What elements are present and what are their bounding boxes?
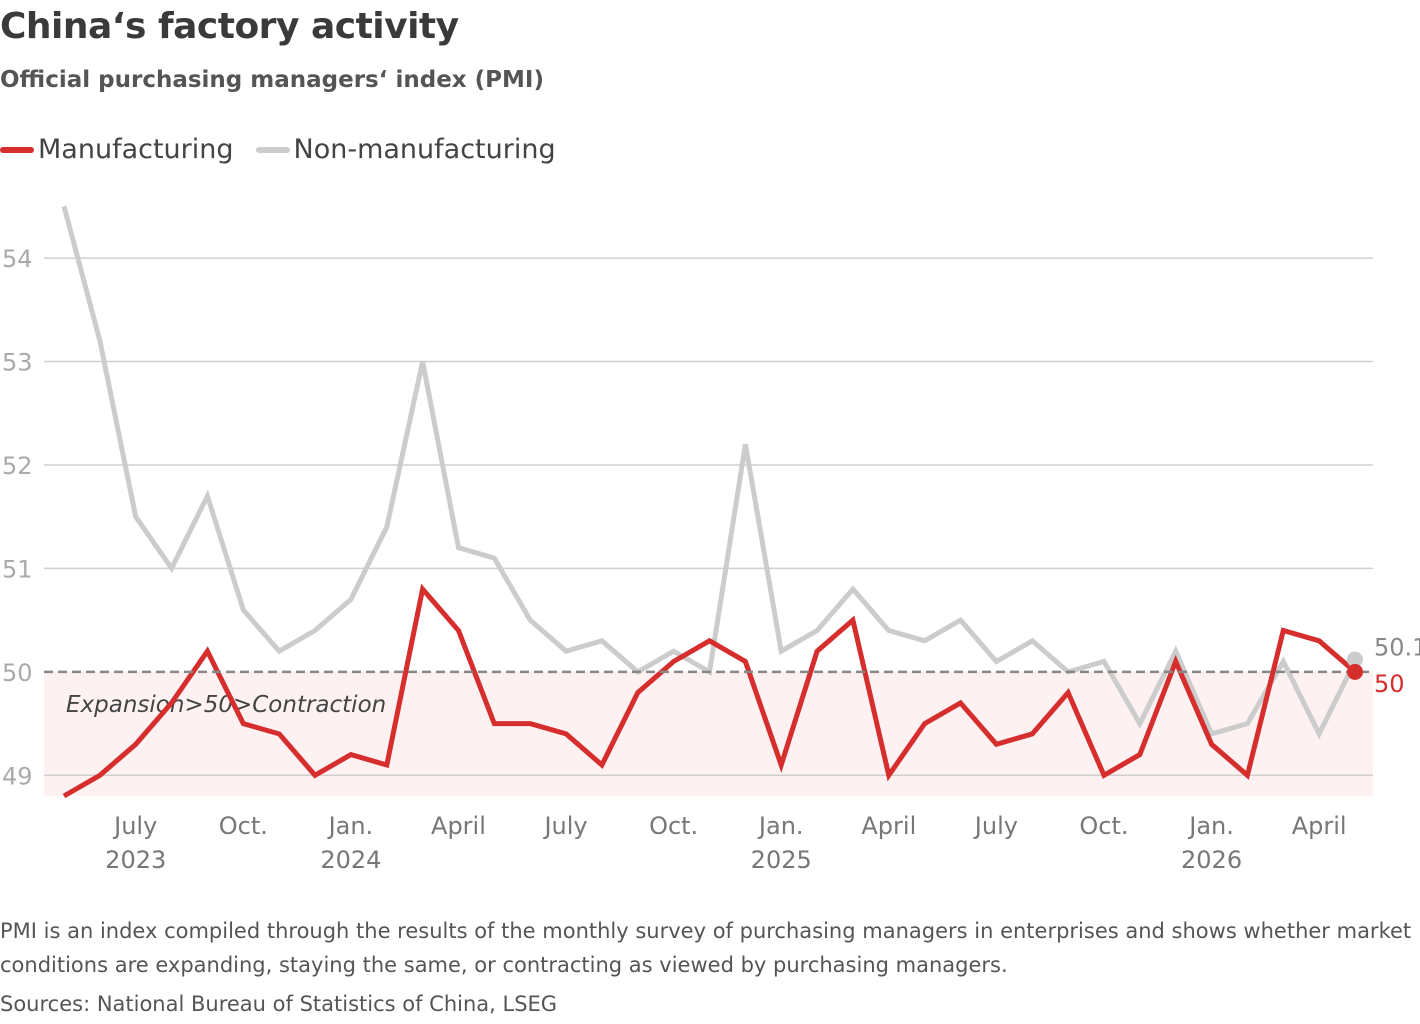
x-tick-label: July [112,812,157,840]
series-line-manufacturing [62,583,1357,799]
x-tick-label: Jan. [327,812,374,840]
legend-swatch-non-manufacturing [255,146,290,153]
chart-note: PMI is an index compiled through the res… [0,919,1412,977]
y-tick-label: 54 [2,245,33,273]
y-tick-label: 53 [2,349,33,377]
y-tick-label: 51 [2,555,33,583]
contraction-band [44,671,1373,796]
chart-subtitle: Official purchasing managers‘ index (PMI… [0,67,544,93]
x-tick-year-label: 2026 [1181,846,1242,874]
end-marker-non-manufacturing [1347,651,1363,668]
legend-label-non-manufacturing: Non-manufacturing [293,134,556,165]
end-label-manufacturing: 50 [1374,670,1405,698]
reference-label: Expansion>50>Contraction [66,692,386,718]
x-tick-label: July [542,812,587,840]
y-tick-label: 50 [2,659,33,687]
x-tick-label: April [861,812,916,840]
chart-title: China‘s factory activity [0,6,459,47]
legend-swatch-manufacturing [0,146,34,153]
x-tick-label: Jan. [1187,812,1234,840]
y-tick-label: 52 [2,452,33,480]
x-tick-label: Jan. [757,812,804,840]
x-tick-label: April [431,812,486,840]
x-tick-label: April [1292,812,1347,840]
x-tick-label: July [973,812,1018,840]
end-label-non-manufacturing: 50.1 [1374,634,1420,662]
x-tick-year-label: 2024 [320,846,381,874]
legend: Manufacturing Non-manufacturing [0,134,578,165]
x-tick-year-label: 2025 [751,846,812,874]
chart-source: Sources: National Bureau of Statistics o… [0,992,558,1016]
legend-label-manufacturing: Manufacturing [38,134,234,165]
series-line-non-manufacturing [61,205,1358,740]
legend-item-manufacturing: Manufacturing [0,134,234,165]
end-marker-manufacturing [1347,663,1363,680]
y-tick-label: 49 [2,762,33,790]
x-tick-label: Oct. [649,812,698,840]
line-chart: 49 50 51 52 53 54 Expansion>50>Contraction July… [2,205,1420,874]
x-tick-year-label: 2023 [105,846,166,874]
x-tick-label: Oct. [1079,812,1128,840]
legend-item-non-manufacturing: Non-manufacturing [255,134,556,165]
x-tick-label: Oct. [219,812,268,840]
